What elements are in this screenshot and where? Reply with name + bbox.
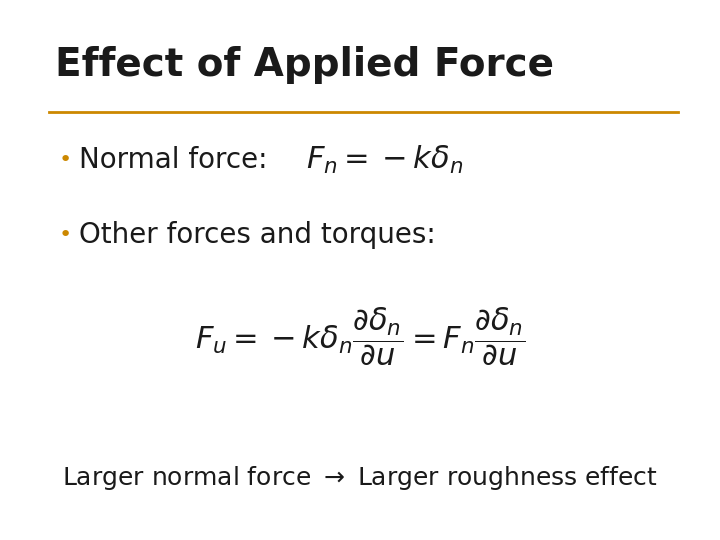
Text: $F_n = -k\delta_n$: $F_n = -k\delta_n$ — [306, 144, 463, 177]
Text: Effect of Applied Force: Effect of Applied Force — [55, 45, 554, 84]
Text: $F_u = -k\delta_n \dfrac{\partial\delta_n}{\partial u} = F_n \dfrac{\partial\del: $F_u = -k\delta_n \dfrac{\partial\delta_… — [195, 306, 525, 368]
Text: •: • — [59, 151, 72, 171]
Text: Other forces and torques:: Other forces and torques: — [79, 221, 436, 249]
Text: •: • — [59, 225, 72, 245]
Text: Normal force:: Normal force: — [79, 146, 268, 174]
Text: Larger normal force $\rightarrow$ Larger roughness effect: Larger normal force $\rightarrow$ Larger… — [62, 464, 658, 492]
